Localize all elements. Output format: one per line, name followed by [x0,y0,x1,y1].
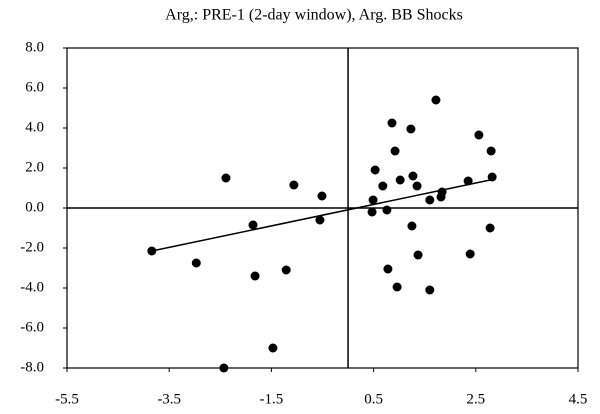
y-tick-label: 0.0 [25,199,44,215]
point [387,118,397,128]
trend-line [151,179,491,252]
point [221,173,231,183]
point [248,220,258,230]
point [383,264,393,274]
y-tick-label: -2.0 [20,239,44,255]
point [485,223,495,233]
point [465,249,475,259]
x-tick-label: 0.5 [364,391,383,407]
point [281,265,291,275]
y-tick-label: -8.0 [20,359,44,375]
point [406,124,416,134]
point [487,172,497,182]
x-tick-label: -1.5 [260,391,284,407]
point [390,146,400,156]
point [289,180,299,190]
point [413,250,423,260]
point [378,181,388,191]
point [367,207,377,217]
chart-title: Arg,: PRE-1 (2-day window), Arg. BB Shoc… [165,7,463,24]
point [463,176,473,186]
point [431,95,441,105]
point [191,258,201,268]
y-tick-label: 4.0 [25,119,44,135]
point [317,191,327,201]
point [425,285,435,295]
point [382,205,392,215]
point [250,271,260,281]
point [425,195,435,205]
x-tick-label: -3.5 [157,391,181,407]
y-tick-label: 8.0 [25,39,44,55]
point [268,343,278,353]
point [486,146,496,156]
point [368,195,378,205]
point [407,221,417,231]
y-tick-label: -4.0 [20,279,44,295]
point [408,171,418,181]
y-tick-label: 2.0 [25,159,44,175]
x-tick-label: 2.5 [466,391,485,407]
point [392,282,402,292]
x-tick-label: -5.5 [55,391,79,407]
point [474,130,484,140]
point [219,363,229,373]
point [370,165,380,175]
x-tick-label: 4.5 [569,391,588,407]
point [315,215,325,225]
y-tick-label: 6.0 [25,79,44,95]
point [412,181,422,191]
point [395,175,405,185]
y-tick-label: -6.0 [20,319,44,335]
